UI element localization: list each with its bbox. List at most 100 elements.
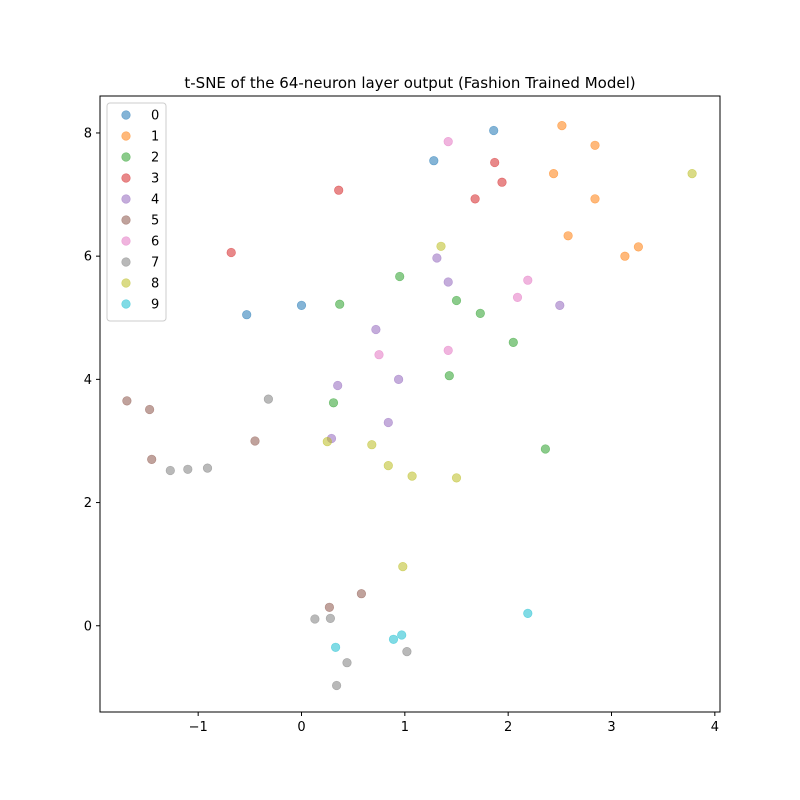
y-tick-label: 0 <box>84 619 92 634</box>
point-2-2 <box>451 295 462 306</box>
legend-entry-6: 6 <box>121 235 159 250</box>
point-6-4 <box>374 350 384 360</box>
point-5-5 <box>324 602 335 612</box>
legend-marker <box>121 152 131 162</box>
point-1-6 <box>620 251 630 261</box>
point-1-1 <box>590 140 600 150</box>
point-8-0 <box>687 169 697 179</box>
legend-entry-0: 0 <box>121 109 159 124</box>
point-7-1 <box>202 463 213 473</box>
x-axis: −1 0 1 2 3 4 <box>189 712 719 735</box>
series-3 <box>226 157 507 258</box>
point-7-6 <box>402 646 412 657</box>
legend-label: 6 <box>151 235 159 250</box>
point-8-2 <box>322 437 332 447</box>
point-4-6 <box>383 417 393 428</box>
point-0-0 <box>489 125 499 136</box>
point-3-4 <box>226 247 236 258</box>
points-layer <box>122 120 697 691</box>
y-tick-label: 6 <box>84 250 92 265</box>
point-4-5 <box>333 380 343 391</box>
series-0 <box>242 125 499 320</box>
point-4-0 <box>432 253 442 263</box>
legend-label: 1 <box>151 130 159 145</box>
legend-marker <box>121 236 131 246</box>
legend-entry-3: 3 <box>121 172 159 187</box>
legend-marker <box>121 215 131 225</box>
x-tick-label: 0 <box>297 720 305 735</box>
series-4 <box>326 253 565 444</box>
point-2-1 <box>335 299 345 309</box>
series-6 <box>374 137 533 360</box>
point-3-3 <box>470 194 480 204</box>
point-5-4 <box>356 589 367 599</box>
legend-entry-1: 1 <box>121 130 159 145</box>
legend-entry-2: 2 <box>121 151 159 166</box>
point-0-1 <box>429 156 439 166</box>
series-1 <box>548 120 644 261</box>
point-4-3 <box>371 324 381 335</box>
point-7-2 <box>183 464 193 474</box>
legend-label: 2 <box>151 151 159 166</box>
x-tick-label: 4 <box>711 720 719 735</box>
legend-marker <box>121 110 131 120</box>
point-8-1 <box>436 241 446 251</box>
point-2-4 <box>508 337 518 348</box>
chart-title: t-SNE of the 64-neuron layer output (Fas… <box>184 74 635 92</box>
point-3-2 <box>334 185 344 195</box>
point-7-3 <box>165 465 175 476</box>
legend: 0 1 2 3 4 5 6 7 8 9 <box>106 102 167 322</box>
legend-entry-5: 5 <box>121 214 159 229</box>
y-axis: 0 2 4 6 8 <box>84 126 100 634</box>
point-6-2 <box>512 292 523 303</box>
point-6-3 <box>443 345 453 356</box>
point-8-7 <box>398 561 408 572</box>
legend-marker <box>121 299 131 309</box>
legend-entry-8: 8 <box>121 277 159 292</box>
point-6-0 <box>443 137 453 147</box>
point-2-5 <box>444 371 454 381</box>
plot-frame <box>99 95 721 713</box>
legend-label: 7 <box>151 256 159 271</box>
series-7 <box>165 394 412 691</box>
legend-label: 9 <box>151 298 159 313</box>
point-0-2 <box>296 300 307 311</box>
legend-marker <box>121 278 131 288</box>
point-5-0 <box>122 396 132 406</box>
point-2-0 <box>395 271 405 282</box>
point-8-4 <box>383 461 393 471</box>
point-5-1 <box>145 404 155 415</box>
point-5-3 <box>147 454 157 465</box>
point-7-5 <box>325 613 336 624</box>
legend-entry-7: 7 <box>121 256 159 271</box>
legend-marker <box>121 173 131 183</box>
point-4-1 <box>443 277 453 287</box>
x-tick-label: 1 <box>401 720 409 735</box>
legend-marker <box>121 257 131 267</box>
point-3-0 <box>490 157 500 168</box>
legend-marker <box>121 194 131 204</box>
point-8-6 <box>451 473 462 483</box>
point-9-2 <box>388 634 399 644</box>
point-9-0 <box>523 608 533 619</box>
point-6-1 <box>523 275 533 285</box>
series-8 <box>322 169 697 572</box>
series-2 <box>328 271 551 454</box>
point-5-2 <box>250 436 260 446</box>
point-7-4 <box>310 614 320 624</box>
point-1-4 <box>563 231 573 241</box>
y-tick-label: 8 <box>84 126 92 141</box>
series-9 <box>331 608 533 652</box>
point-1-2 <box>548 169 559 179</box>
point-2-7 <box>540 444 551 454</box>
point-2-6 <box>328 398 339 408</box>
point-1-0 <box>557 120 567 131</box>
y-tick-label: 2 <box>84 496 92 511</box>
legend-entry-9: 9 <box>121 298 159 313</box>
legend-label: 4 <box>151 193 159 208</box>
point-7-7 <box>342 658 352 668</box>
point-2-3 <box>475 308 485 319</box>
legend-label: 5 <box>151 214 159 229</box>
point-0-3 <box>242 310 252 320</box>
